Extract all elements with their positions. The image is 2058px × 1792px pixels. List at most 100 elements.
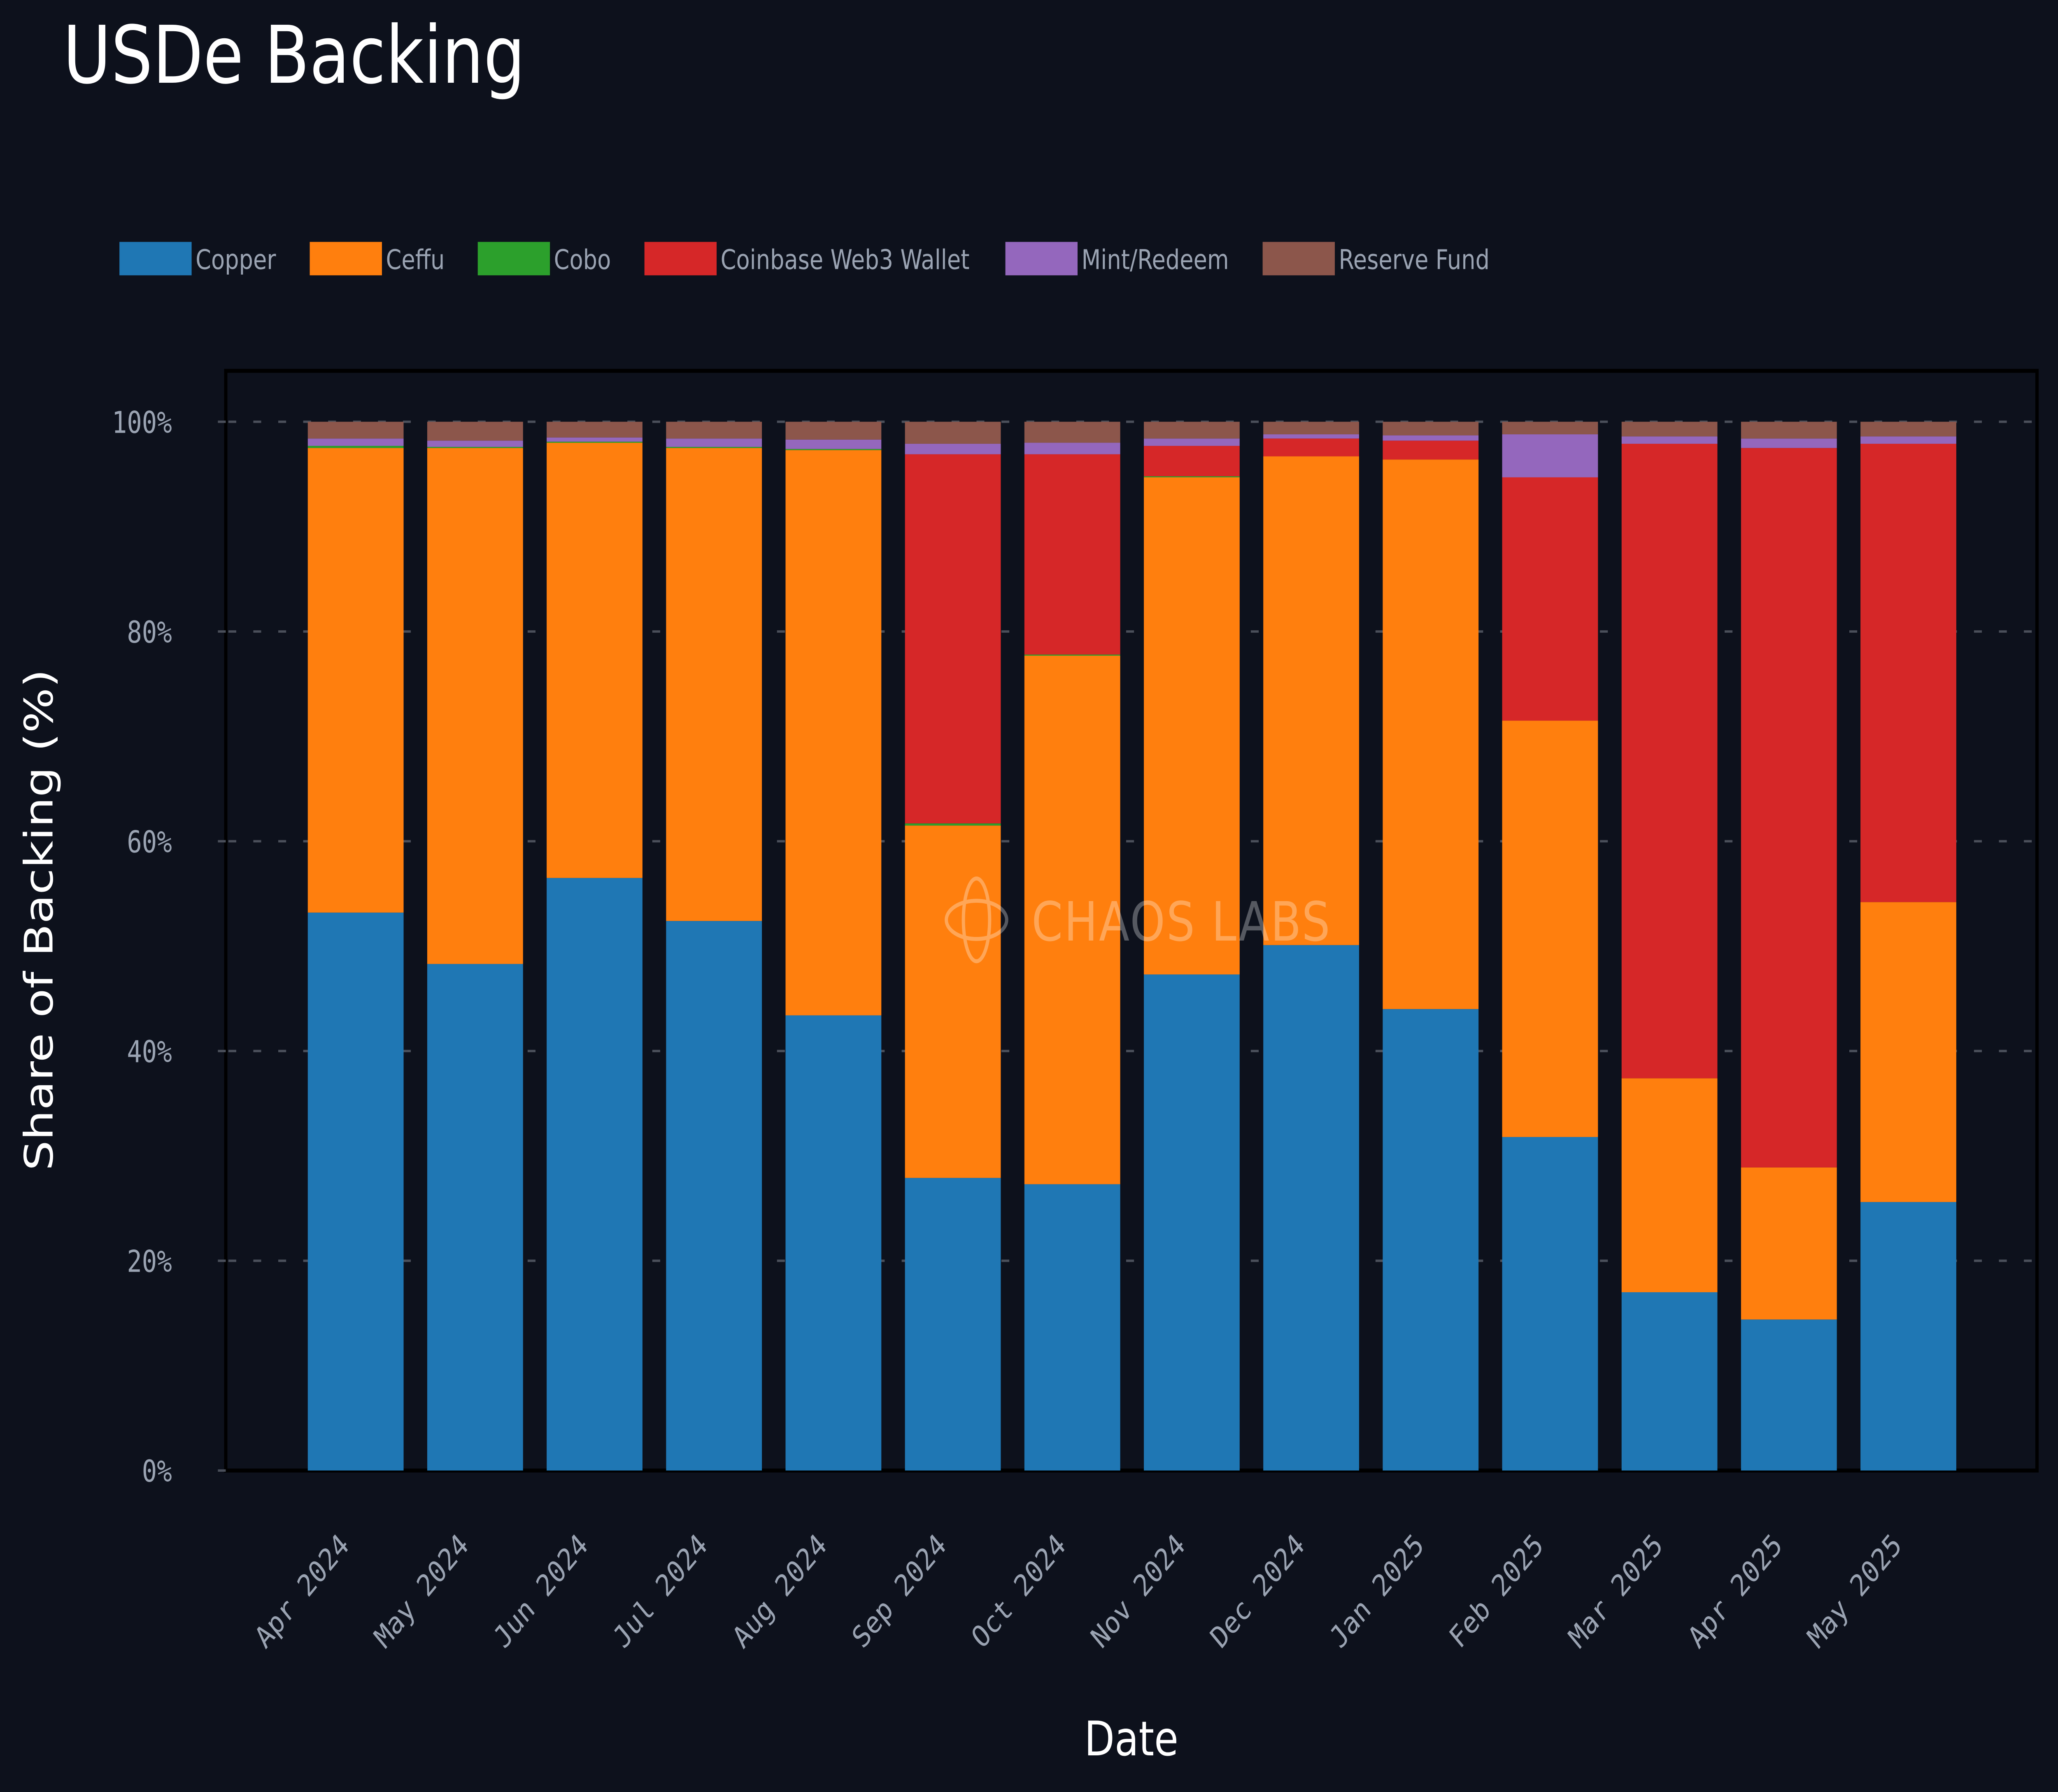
bar-copper-apr-2024 (307, 912, 404, 1471)
bar-reserve-fund-oct-2024 (1024, 422, 1120, 443)
bar-ceffu-jul-2024 (666, 448, 762, 921)
bar-coinbase-web3-wallet-may-2025 (1860, 443, 1956, 902)
bar-copper-sep-2024 (905, 1178, 1001, 1471)
bar-copper-feb-2025 (1502, 1137, 1598, 1471)
bar-copper-may-2024 (427, 964, 523, 1471)
legend-label-coinbase-web3-wallet: Coinbase Web3 Wallet (721, 244, 970, 275)
legend-item-copper[interactable]: Copper (119, 242, 276, 276)
plot-area (224, 368, 2039, 1473)
legend-swatch-coinbase-web3-wallet (644, 242, 717, 275)
bar-stack-may-2025 (1860, 422, 1956, 1471)
y-tick-label-60: 60% (127, 825, 172, 860)
watermark-logo-ring-icon (961, 876, 992, 963)
bar-stack-may-2024 (427, 422, 523, 1471)
bar-copper-aug-2024 (785, 1015, 882, 1471)
bar-ceffu-dec-2024 (1263, 456, 1359, 945)
bar-mint-redeem-oct-2024 (1024, 443, 1120, 454)
bar-mint-redeem-may-2024 (427, 440, 523, 447)
legend-swatch-mint-redeem (1005, 242, 1078, 275)
bar-mint-redeem-jul-2024 (666, 438, 762, 447)
bar-ceffu-apr-2025 (1741, 1167, 1837, 1320)
bar-stack-jan-2025 (1383, 422, 1479, 1471)
y-tick-label-0: 0% (142, 1454, 172, 1489)
bar-stack-apr-2024 (307, 422, 404, 1471)
bar-coinbase-web3-wallet-mar-2025 (1621, 443, 1718, 1079)
bar-reserve-fund-dec-2024 (1263, 422, 1359, 435)
legend-swatch-copper (119, 242, 192, 275)
y-axis-title: Share of Backing (%) (16, 669, 62, 1171)
legend-swatch-cobo (477, 242, 550, 275)
bar-stack-aug-2024 (785, 422, 882, 1471)
legend-swatch-reserve-fund (1262, 242, 1335, 275)
bar-reserve-fund-jan-2025 (1383, 422, 1479, 436)
watermark: CHAOS LABS (945, 876, 1331, 963)
y-tick-label-20: 20% (127, 1244, 172, 1279)
bar-cobo-jun-2024 (547, 441, 643, 443)
bar-reserve-fund-mar-2025 (1621, 422, 1718, 437)
bar-reserve-fund-nov-2024 (1144, 422, 1240, 439)
bar-copper-oct-2024 (1024, 1184, 1120, 1471)
legend-label-copper: Copper (196, 244, 276, 275)
bar-cobo-may-2024 (427, 447, 523, 448)
bar-cobo-oct-2024 (1024, 655, 1120, 656)
bar-stack-mar-2025 (1621, 422, 1718, 1471)
legend-item-cobo[interactable]: Cobo (477, 242, 611, 276)
bar-coinbase-web3-wallet-nov-2024 (1144, 446, 1240, 476)
bar-ceffu-jan-2025 (1383, 459, 1479, 1009)
bar-cobo-nov-2024 (1144, 476, 1240, 478)
bar-mint-redeem-jun-2024 (547, 437, 643, 442)
x-axis-title: Date (1084, 1711, 1178, 1767)
y-tick-label-80: 80% (127, 615, 172, 650)
bar-copper-jun-2024 (547, 878, 643, 1471)
legend: Copper Ceffu Cobo Coinbase Web3 Wallet Mint/… (119, 242, 1490, 276)
bar-reserve-fund-apr-2024 (307, 422, 404, 439)
bar-coinbase-web3-wallet-oct-2024 (1024, 454, 1120, 655)
bar-copper-mar-2025 (1621, 1292, 1718, 1471)
bar-cobo-sep-2024 (905, 823, 1001, 826)
bar-copper-dec-2024 (1263, 945, 1359, 1471)
bar-ceffu-jun-2024 (547, 443, 643, 878)
bar-ceffu-sep-2024 (905, 825, 1001, 1178)
bar-ceffu-feb-2025 (1502, 720, 1598, 1137)
bar-cobo-jul-2024 (666, 447, 762, 448)
bar-reserve-fund-jul-2024 (666, 422, 762, 439)
bar-mint-redeem-jan-2025 (1383, 435, 1479, 441)
bar-mint-redeem-apr-2024 (307, 438, 404, 446)
legend-label-ceffu: Ceffu (386, 244, 445, 275)
bar-reserve-fund-sep-2024 (905, 422, 1001, 444)
bar-mint-redeem-apr-2025 (1741, 438, 1837, 448)
bar-copper-nov-2024 (1144, 974, 1240, 1471)
bar-stack-sep-2024 (905, 422, 1001, 1471)
bar-stack-jun-2024 (547, 422, 643, 1471)
bar-copper-may-2025 (1860, 1202, 1956, 1471)
bar-mint-redeem-mar-2025 (1621, 436, 1718, 444)
gridlines (228, 420, 2035, 1262)
bar-stack-apr-2025 (1741, 422, 1837, 1471)
bar-copper-apr-2025 (1741, 1319, 1837, 1471)
watermark-logo-icon (945, 899, 1008, 941)
legend-item-mint-redeem[interactable]: Mint/Redeem (1005, 242, 1229, 276)
bar-reserve-fund-jun-2024 (547, 422, 643, 438)
bar-coinbase-web3-wallet-apr-2025 (1741, 448, 1837, 1167)
legend-swatch-ceffu (310, 242, 382, 275)
legend-item-reserve-fund[interactable]: Reserve Fund (1262, 242, 1490, 276)
legend-item-ceffu[interactable]: Ceffu (310, 242, 445, 276)
legend-item-coinbase-web3-wallet[interactable]: Coinbase Web3 Wallet (644, 242, 970, 276)
bar-ceffu-aug-2024 (785, 450, 882, 1016)
y-tick-label-100: 100% (112, 405, 172, 440)
bar-coinbase-web3-wallet-dec-2024 (1263, 438, 1359, 457)
bar-mint-redeem-aug-2024 (785, 439, 882, 449)
bar-ceffu-may-2024 (427, 448, 523, 964)
bar-cobo-aug-2024 (785, 449, 882, 450)
bar-stack-jul-2024 (666, 422, 762, 1471)
watermark-text: CHAOS LABS (1031, 891, 1331, 954)
bar-reserve-fund-aug-2024 (785, 422, 882, 440)
bar-stack-nov-2024 (1144, 422, 1240, 1471)
bar-coinbase-web3-wallet-jan-2025 (1383, 440, 1479, 460)
bar-mint-redeem-dec-2024 (1263, 434, 1359, 439)
bar-ceffu-may-2025 (1860, 902, 1956, 1202)
bar-ceffu-apr-2024 (307, 448, 404, 913)
bar-reserve-fund-feb-2025 (1502, 422, 1598, 435)
bar-ceffu-nov-2024 (1144, 477, 1240, 975)
